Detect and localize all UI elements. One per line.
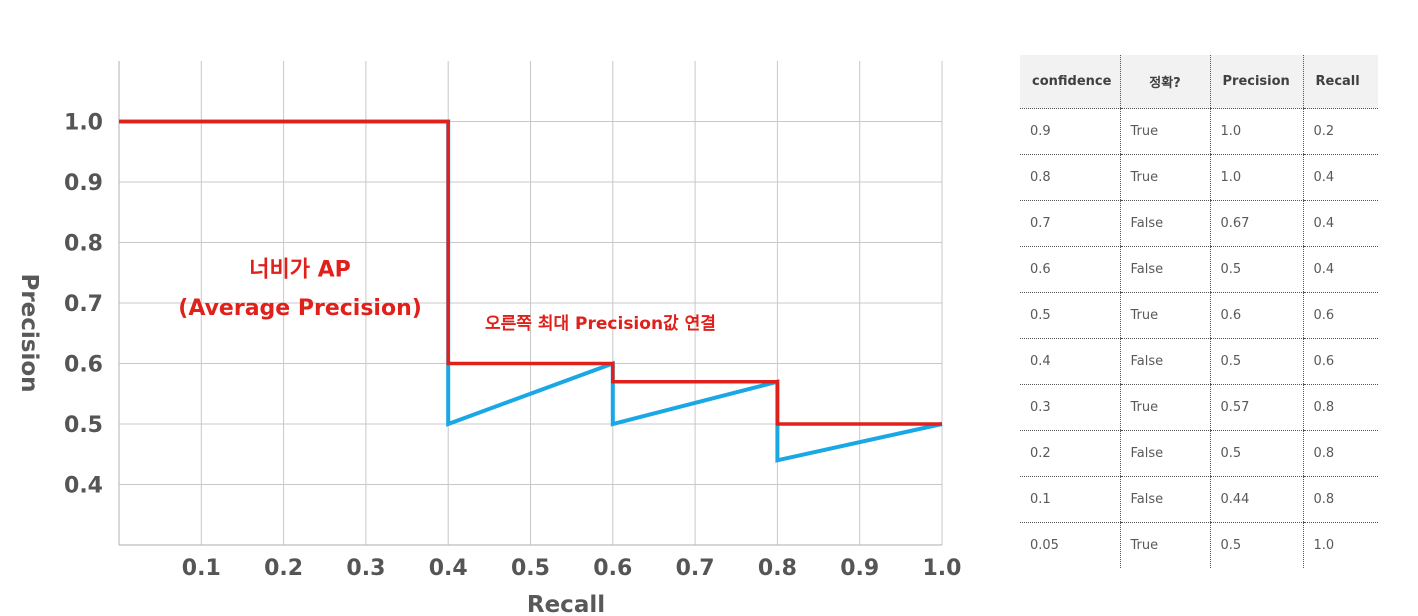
y-tick-label: 1.0 (64, 111, 103, 136)
table-cell: 0.6 (1302, 338, 1378, 385)
table-row: 0.3 True 0.57 0.8 (1020, 384, 1378, 431)
table-cell: 0.44 (1209, 476, 1303, 523)
table-cell: 0.2 (1302, 108, 1378, 155)
table-body: 0.9 True 1.0 0.2 0.8 True 1.0 0.4 0.7 False 0.67 0.… (1020, 108, 1378, 568)
x-tick-label: 0.2 (264, 556, 303, 581)
y-axis-title: Precision (16, 273, 42, 392)
table-cell: 0.6 (1302, 292, 1378, 339)
precision-recall-chart: 0.1 0.2 0.3 0.4 0.5 0.6 0.7 0.8 0.9 1.0 1.0 0.9 0.8 0… (16, 61, 961, 616)
x-tick-label: 0.9 (840, 556, 879, 581)
x-tick-label: 0.5 (511, 556, 550, 581)
y-tick-label: 0.8 (64, 232, 103, 257)
table-row: 0.8 True 1.0 0.4 (1020, 154, 1378, 201)
y-tick-label: 0.9 (64, 171, 103, 196)
table-cell: 0.4 (1302, 154, 1378, 201)
table-cell: 0.7 (1020, 200, 1120, 247)
table-cell: 1.0 (1302, 522, 1378, 568)
results-table-container: confidence 정확? Precision Recall 0.9 True 1.0 0… (1020, 55, 1378, 568)
table-cell: 0.9 (1020, 108, 1120, 155)
table-cell: 0.8 (1302, 430, 1378, 477)
table-row: 0.5 True 0.6 0.6 (1020, 292, 1378, 339)
axes (118, 61, 942, 546)
annotation-label: 너비가 AP (249, 257, 351, 282)
table-cell: False (1119, 476, 1210, 523)
y-tick-label: 0.4 (64, 474, 103, 499)
table-cell: 0.5 (1209, 522, 1303, 568)
table-cell: 0.5 (1209, 246, 1303, 293)
table-cell: 0.6 (1209, 292, 1303, 339)
annotation-label: 오른쪽 최대 Precision값 연결 (485, 314, 716, 334)
column-header: 정확? (1119, 55, 1210, 109)
x-tick-label: 0.8 (758, 556, 797, 581)
table-row: 0.6 False 0.5 0.4 (1020, 246, 1378, 293)
y-tick-label: 0.5 (64, 413, 103, 438)
table-cell: False (1119, 200, 1210, 247)
table-cell: 0.6 (1020, 246, 1120, 293)
table-header-row: confidence 정확? Precision Recall (1020, 55, 1378, 109)
x-tick-label: 0.7 (676, 556, 715, 581)
y-tick-label: 0.7 (64, 292, 103, 317)
x-tick-label: 0.4 (429, 556, 468, 581)
table-cell: 0.5 (1209, 430, 1303, 477)
table-cell: 0.4 (1302, 200, 1378, 247)
table-cell: True (1119, 292, 1210, 339)
table-cell: 0.8 (1020, 154, 1120, 201)
tick-labels: 0.1 0.2 0.3 0.4 0.5 0.6 0.7 0.8 0.9 1.0 1.0 0.9 0.8 0… (64, 111, 961, 582)
results-table: confidence 정확? Precision Recall 0.9 True 1.0 0… (1020, 55, 1378, 568)
column-header: Recall (1302, 55, 1378, 109)
table-cell: True (1119, 384, 1210, 431)
annotations: 너비가 AP (Average Precision) 오른쪽 최대 Precisio… (178, 257, 716, 334)
table-cell: 0.57 (1209, 384, 1303, 431)
table-cell: 0.05 (1030, 538, 1059, 553)
table-cell: 0.5 (1020, 292, 1120, 339)
table-row: 0.2 False 0.5 0.8 (1020, 430, 1378, 477)
table-row: 0.7 False 0.67 0.4 (1020, 200, 1378, 247)
table-row: 0.4 False 0.5 0.6 (1020, 338, 1378, 385)
table-cell: False (1119, 430, 1210, 477)
table-cell: 0.4 (1302, 246, 1378, 293)
x-tick-label: 1.0 (923, 556, 962, 581)
x-tick-label: 0.6 (593, 556, 632, 581)
table-cell: True (1119, 522, 1210, 568)
table-cell: 0.4 (1020, 338, 1120, 385)
table-cell: 0.67 (1209, 200, 1303, 247)
table-cell: 0.5 (1209, 338, 1303, 385)
table-row: 0.1 False 0.44 0.8 (1020, 476, 1378, 523)
table-row: 0.05 True 0.5 1.0 (1020, 522, 1378, 568)
table-cell: 0.2 (1020, 430, 1120, 477)
table-row: 0.9 True 1.0 0.2 (1020, 108, 1378, 155)
table-cell: 0.1 (1020, 476, 1120, 523)
table-cell: True (1119, 108, 1210, 155)
table-cell: False (1119, 246, 1210, 293)
table-cell: False (1119, 338, 1210, 385)
x-tick-label: 0.3 (346, 556, 385, 581)
table-cell: 1.0 (1209, 108, 1303, 155)
red-interpolated-line (119, 119, 942, 426)
column-header: Precision (1209, 55, 1303, 109)
table-cell: 0.8 (1302, 384, 1378, 431)
y-tick-label: 0.6 (64, 353, 103, 378)
table-cell: 0.8 (1302, 476, 1378, 523)
table-cell: 0.3 (1020, 384, 1120, 431)
table-cell: 1.0 (1209, 154, 1303, 201)
column-header: confidence (1020, 55, 1120, 109)
series-layer (119, 119, 943, 463)
annotation-label: (Average Precision) (178, 296, 422, 321)
table-cell: True (1119, 154, 1210, 201)
x-tick-label: 0.1 (182, 556, 221, 581)
x-axis-title: Recall (527, 592, 605, 616)
